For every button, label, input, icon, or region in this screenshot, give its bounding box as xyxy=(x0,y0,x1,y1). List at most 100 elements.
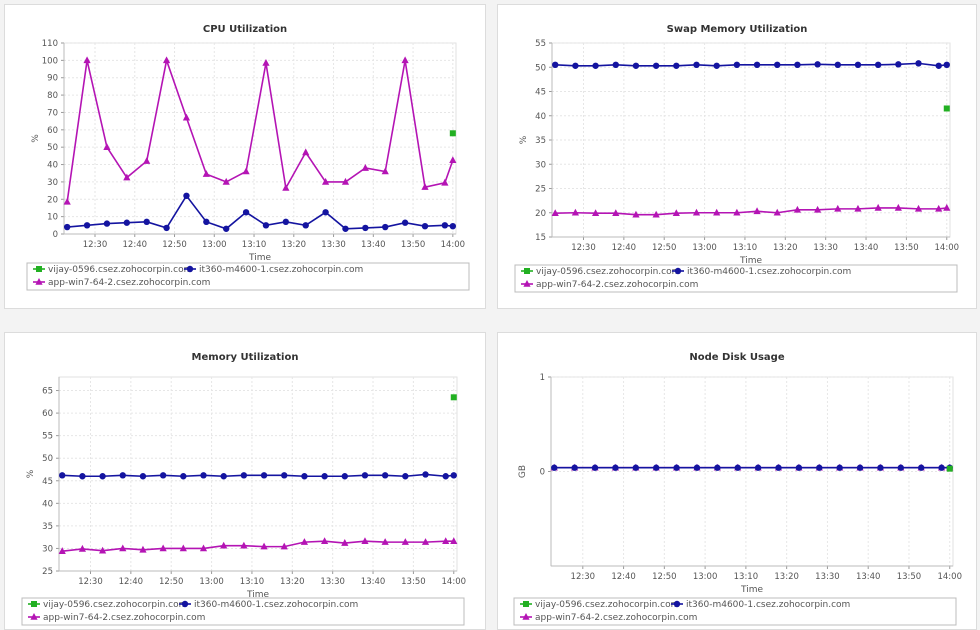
legend-item-app-win7-64-2-csez-zohocorpin-com: app-win7-64-2.csez.zohocorpin.com xyxy=(28,613,205,623)
data-point xyxy=(422,471,429,478)
data-point xyxy=(300,538,309,545)
data-point xyxy=(58,547,66,554)
series-it360-m4600-1-csez-zohocorpin-com xyxy=(59,471,457,480)
data-point xyxy=(571,208,580,216)
legend-item-it360-m4600-1-csez-zohocorpin-com: it360-m4600-1.csez.zohocorpin.com xyxy=(671,600,850,610)
x-tick-label: 14:00 xyxy=(441,240,466,250)
x-tick-label: 12:30 xyxy=(571,572,596,582)
data-point xyxy=(795,464,803,471)
y-tick-label: 30 xyxy=(42,544,53,554)
x-tick-label: 13:20 xyxy=(774,572,799,582)
data-point xyxy=(260,542,268,550)
data-point xyxy=(450,472,457,479)
legend: vijay-0596.csez.zohocorpin.com it360-m460… xyxy=(514,264,958,293)
legend-box xyxy=(514,264,958,293)
data-point xyxy=(773,208,781,216)
data-point xyxy=(421,222,429,230)
x-tick-label: 13:40 xyxy=(856,572,881,582)
x-tick-label: 13:00 xyxy=(692,243,717,253)
y-tick-label: 45 xyxy=(535,88,546,98)
data-point xyxy=(240,541,248,549)
data-point xyxy=(693,61,700,69)
data-point xyxy=(734,464,741,471)
data-point xyxy=(713,208,721,216)
legend-marker-circle-icon xyxy=(181,600,189,608)
data-point xyxy=(441,178,449,186)
x-tick-label: 13:00 xyxy=(202,240,227,250)
data-point xyxy=(449,130,456,137)
data-point xyxy=(341,539,349,546)
data-point xyxy=(814,61,821,68)
y-tick-label: 40 xyxy=(535,112,546,122)
legend-item-app-win7-64-2-csez-zohocorpin-com: app-win7-64-2.csez.zohocorpin.com xyxy=(33,278,210,288)
data-point xyxy=(935,62,942,69)
y-tick-label: 20 xyxy=(47,195,58,205)
data-point xyxy=(943,61,950,69)
data-point xyxy=(282,218,290,226)
series-app-win7-64-2-csez-zohocorpin-com xyxy=(63,56,457,205)
legend-label: it360-m4600-1.csez.zohocorpin.com xyxy=(194,600,358,610)
data-point xyxy=(421,183,429,190)
legend-marker-square-icon xyxy=(31,601,37,607)
chart-title: Node Disk Usage xyxy=(689,352,784,363)
legend-label: vijay-0596.csez.zohocorpin.com xyxy=(536,267,680,277)
x-tick-label: 13:10 xyxy=(240,577,265,587)
panel-memory-utilization: Memory Utilization 25 30 35 40 45 50 55 60 65 12:3… xyxy=(4,332,486,630)
data-point xyxy=(753,207,761,215)
data-point xyxy=(321,473,328,480)
x-tick-label: 12:30 xyxy=(571,243,596,253)
legend-label: vijay-0596.csez.zohocorpin.com xyxy=(43,600,187,610)
data-point xyxy=(361,472,369,479)
legend-marker-square-icon xyxy=(523,601,529,607)
x-axis-label: Time xyxy=(248,253,271,263)
x-tick-label: 13:30 xyxy=(813,243,838,253)
legend-item-it360-m4600-1-csez-zohocorpin-com: it360-m4600-1.csez.zohocorpin.com xyxy=(184,265,363,275)
data-point xyxy=(99,473,106,480)
data-point xyxy=(632,210,640,218)
y-tick-label: 20 xyxy=(535,209,546,219)
data-point xyxy=(935,204,943,212)
data-point xyxy=(341,473,348,480)
data-point xyxy=(200,472,207,479)
data-point xyxy=(753,61,761,69)
x-axis-label: Time xyxy=(739,256,762,266)
data-point xyxy=(103,220,111,227)
x-tick-label: 13:40 xyxy=(361,240,386,250)
x-tick-label: 13:50 xyxy=(401,240,426,250)
chart-node-disk-usage: Node Disk Usage 0 1 12:30 12:40 12:50 13:00 13:… xyxy=(513,352,962,626)
data-point xyxy=(381,472,389,479)
data-point xyxy=(179,544,187,552)
data-point xyxy=(322,209,329,216)
series-app-win7-64-2-csez-zohocorpin-com xyxy=(58,537,458,554)
data-point xyxy=(381,538,389,545)
data-point xyxy=(202,170,210,177)
y-tick-label: 65 xyxy=(42,387,53,397)
legend-label: it360-m4600-1.csez.zohocorpin.com xyxy=(687,267,851,277)
series-app-win7-64-2-csez-zohocorpin-com xyxy=(551,203,951,218)
x-tick-label: 12:50 xyxy=(159,577,184,587)
data-point xyxy=(612,61,619,69)
data-point xyxy=(917,464,925,471)
data-point xyxy=(591,464,599,471)
data-point xyxy=(143,218,150,226)
x-tick-label: 13:50 xyxy=(897,572,922,582)
data-point xyxy=(79,473,86,480)
data-point xyxy=(551,464,558,471)
legend-marker-circle-icon xyxy=(674,267,682,275)
y-tick-label: 0 xyxy=(53,230,58,240)
x-axis-label: Time xyxy=(740,585,763,595)
data-point xyxy=(222,177,230,185)
data-point xyxy=(612,209,620,217)
chart-memory-utilization: Memory Utilization 25 30 35 40 45 50 55 60 65 12:3… xyxy=(21,352,466,626)
data-point xyxy=(793,205,802,213)
legend-marker-triangle-icon xyxy=(523,280,531,287)
legend-item-it360-m4600-1-csez-zohocorpin-com: it360-m4600-1.csez.zohocorpin.com xyxy=(672,267,851,277)
x-tick-label: 12:30 xyxy=(78,577,103,587)
y-tick-label: 60 xyxy=(42,409,53,419)
chart-swap-memory-utilization: Swap Memory Utilization 15 20 25 30 35 40 45 50 5… xyxy=(514,24,959,293)
data-point xyxy=(240,472,248,479)
x-tick-label: 13:30 xyxy=(320,577,345,587)
y-tick-label: 110 xyxy=(42,39,58,49)
data-point xyxy=(63,197,71,205)
y-tick-label: 50 xyxy=(42,454,53,464)
